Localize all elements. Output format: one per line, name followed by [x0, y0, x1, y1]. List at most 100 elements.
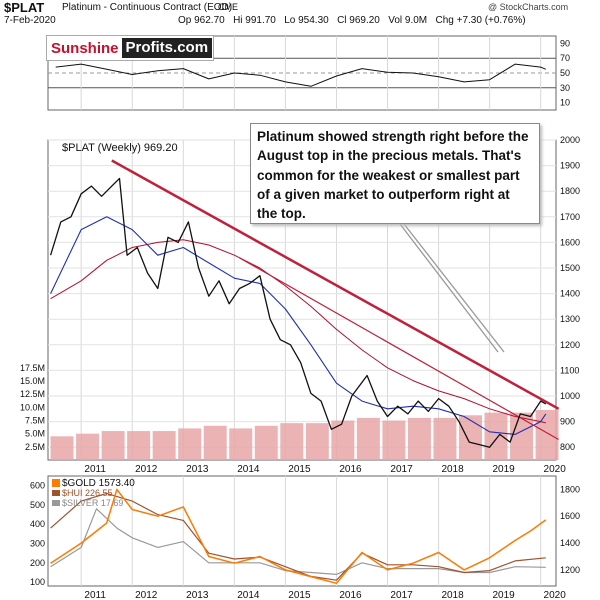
gold-legend-swatch [52, 479, 60, 487]
price-tick-label: 1600 [560, 237, 580, 247]
hui-line [50, 492, 546, 581]
silver-legend: $SILVER 17.69 [62, 498, 123, 508]
low-value: Lo 954.30 [284, 15, 329, 26]
metals-right-tick: 1200 [560, 565, 580, 575]
metals-year-label: 2016 [339, 590, 362, 600]
change-value: Chg +7.30 (+0.76%) [435, 15, 526, 26]
rsi-tick-label: 30 [560, 83, 570, 93]
volume-bar [178, 428, 202, 460]
year-label: 2017 [390, 464, 413, 475]
quote-date: 7-Feb-2020 [4, 15, 56, 26]
sunshine-profits-logo: Sunshine Profits.com [46, 35, 214, 61]
volume-bar [203, 425, 227, 460]
metals-left-tick: 300 [30, 539, 45, 549]
price-tick-label: 1100 [560, 365, 579, 375]
annotation-pointer [399, 223, 499, 353]
metals-right-tick: 1400 [560, 538, 580, 548]
volume-bar [50, 436, 74, 460]
ma-fast-line [50, 216, 547, 435]
annotation-box: Platinum showed strength right before th… [250, 123, 540, 224]
volume-bar [254, 425, 278, 460]
price-gridlines [48, 36, 556, 586]
volume-bar [305, 423, 329, 460]
volume-bar [458, 415, 482, 460]
volume-bar [433, 417, 457, 460]
rsi-tick-label: 50 [560, 68, 570, 78]
volume-tick-label: 12.5M [20, 389, 45, 399]
volume-bar [127, 431, 151, 460]
year-label: 2020 [544, 464, 567, 475]
rsi-tick-label: 10 [560, 98, 570, 108]
volume-bar [382, 420, 406, 460]
volume-bar [229, 428, 253, 460]
open-value: Op 962.70 [178, 15, 225, 26]
volume-bar [356, 417, 380, 460]
volume-tick-label: 17.5M [20, 363, 45, 373]
volume-bar [152, 431, 176, 460]
year-label: 2019 [493, 464, 516, 475]
rsi-tick-label: 70 [560, 53, 570, 63]
metals-right-tick: 1600 [560, 511, 580, 521]
metals-right-tick: 1800 [560, 484, 580, 494]
metals-year-label: 2014 [237, 590, 260, 600]
volume-bar [484, 412, 508, 460]
price-panel-title: $PLAT (Weekly) 969.20 [62, 142, 178, 154]
volume-tick-label: 2.5M [25, 442, 45, 452]
metals-year-label: 2015 [288, 590, 311, 600]
volume-bar [407, 417, 431, 460]
year-label: 2018 [441, 464, 464, 475]
hui-legend: $HUI 226.55 [62, 488, 113, 498]
price-tick-label: 900 [560, 417, 575, 427]
trendline-1 [111, 159, 560, 410]
metals-title: $GOLD 1573.40 [62, 478, 135, 489]
volume-bars [50, 410, 559, 460]
metals-left-tick: 400 [30, 519, 45, 529]
year-label: 2012 [135, 464, 158, 475]
copyright-label: @ StockCharts.com [488, 2, 569, 12]
metals-left-tick: 600 [30, 481, 45, 491]
volume-bar [535, 410, 559, 460]
metals-left-tick: 500 [30, 500, 45, 510]
price-tick-label: 1800 [560, 186, 580, 196]
volume-bar [101, 431, 125, 460]
metals-year-label: 2012 [135, 590, 158, 600]
metals-left-tick: 100 [30, 577, 45, 587]
panel-frames [47, 35, 557, 587]
metals-year-label: 2013 [186, 590, 209, 600]
year-label: 2016 [339, 464, 362, 475]
price-tick-label: 1700 [560, 212, 580, 222]
silver-legend-swatch [52, 500, 60, 506]
gold-line [50, 488, 547, 585]
year-label: 2011 [84, 464, 106, 475]
volume-bar [280, 423, 304, 460]
year-label: 2013 [186, 464, 209, 475]
exchange-label: CME [218, 2, 238, 12]
volume-bar [76, 433, 100, 460]
ma-slow-line [50, 239, 546, 424]
rsi-tick-label: 90 [560, 38, 570, 48]
price-line [49, 177, 547, 448]
quote-summary: Op 962.70 Hi 991.70 Lo 954.30 Cl 969.20 … [178, 15, 526, 26]
price-tick-label: 1200 [560, 340, 580, 350]
price-tick-label: 1400 [560, 289, 580, 299]
volume-tick-label: 7.5M [25, 416, 45, 426]
trendline-2 [239, 257, 559, 441]
logo-text-profits: Profits.com [121, 38, 213, 58]
volume-bar [331, 420, 355, 460]
high-value: Hi 991.70 [233, 15, 276, 26]
price-tick-label: 1900 [560, 161, 580, 171]
metals-year-label: 2019 [493, 590, 516, 600]
logo-text-sunshine: Sunshine [51, 39, 119, 57]
volume-tick-label: 5.0M [25, 429, 45, 439]
year-label: 2014 [237, 464, 260, 475]
rsi-line [55, 63, 546, 87]
year-label: 2015 [288, 464, 311, 475]
volume-tick-label: 10.0M [20, 402, 45, 412]
price-tick-label: 800 [560, 442, 575, 452]
metals-year-label: 2020 [544, 590, 567, 600]
metals-left-tick: 200 [30, 558, 45, 568]
price-tick-label: 1300 [560, 314, 580, 324]
metals-year-label: 2011 [84, 590, 106, 600]
close-value: Cl 969.20 [337, 15, 380, 26]
